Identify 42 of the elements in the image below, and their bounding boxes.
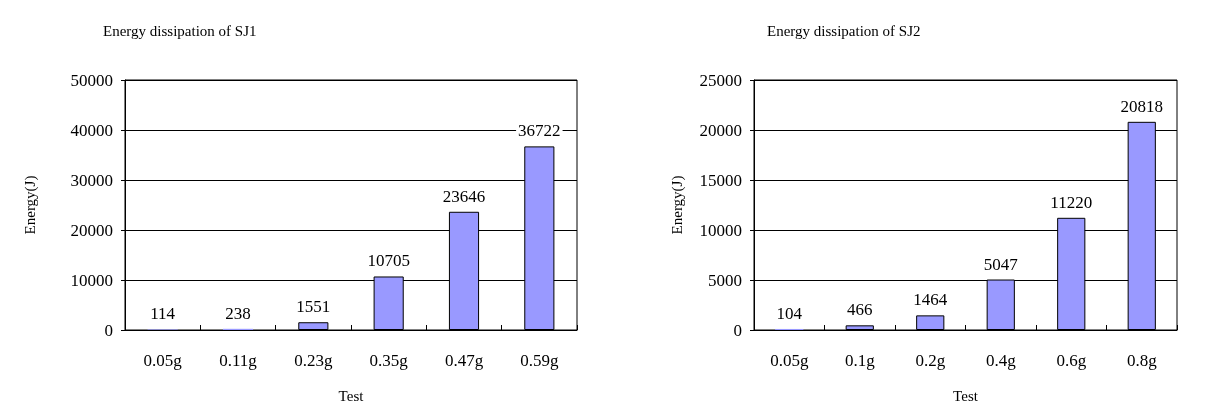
data-label: 36722 (518, 121, 561, 141)
data-label: 104 (776, 303, 803, 323)
y-tick-label: 0 (733, 320, 742, 340)
x-axis-title: Test (338, 387, 365, 404)
x-tick-label: 0.4g (985, 351, 1017, 370)
y-axis-title: Energy(J) (668, 175, 686, 235)
y-tick-label: 20000 (699, 120, 742, 140)
y-tick-label: 10000 (699, 220, 742, 240)
x-tick-label: 0.6g (1056, 351, 1087, 370)
data-label: 1464 (913, 290, 948, 310)
data-label: 238 (225, 303, 251, 323)
data-label: 5047 (983, 254, 1019, 274)
y-tick-label: 40000 (70, 120, 113, 140)
data-label: 11220 (1050, 192, 1093, 212)
x-tick-label: 0.1g (844, 351, 876, 370)
data-label: 10705 (367, 251, 410, 271)
y-tick-label: 50000 (70, 70, 113, 90)
y-tick-label: 15000 (699, 170, 742, 190)
x-tick-label: 0.05g (770, 351, 809, 370)
data-label: 1551 (296, 297, 331, 317)
data-label: 20818 (1120, 96, 1163, 116)
y-axis-title: Energy(J) (21, 175, 39, 235)
y-tick-label: 30000 (70, 170, 113, 190)
y-tick-label: 25000 (699, 70, 742, 90)
x-tick-label: 0.47g (444, 351, 484, 370)
chart-title: Energy dissipation of SJ2 (767, 22, 921, 39)
x-tick-label: 0.35g (369, 351, 409, 370)
x-tick-label: 0.05g (143, 351, 183, 370)
y-tick-label: 5000 (708, 270, 742, 290)
x-tick-label: 0.11g (219, 351, 258, 370)
x-tick-label: 0.59g (520, 351, 559, 370)
chart-title: Energy dissipation of SJ1 (103, 22, 257, 39)
x-tick-label: 0.2g (915, 351, 946, 370)
y-tick-label: 0 (104, 320, 113, 340)
x-tick-label: 0.8g (1126, 351, 1158, 370)
x-axis-title: Test (953, 387, 979, 404)
y-tick-label: 20000 (70, 220, 113, 240)
y-tick-label: 10000 (70, 270, 113, 290)
data-label: 466 (847, 300, 873, 320)
data-label: 23646 (442, 186, 486, 206)
x-tick-label: 0.23g (294, 351, 333, 370)
data-label: 114 (150, 304, 176, 324)
